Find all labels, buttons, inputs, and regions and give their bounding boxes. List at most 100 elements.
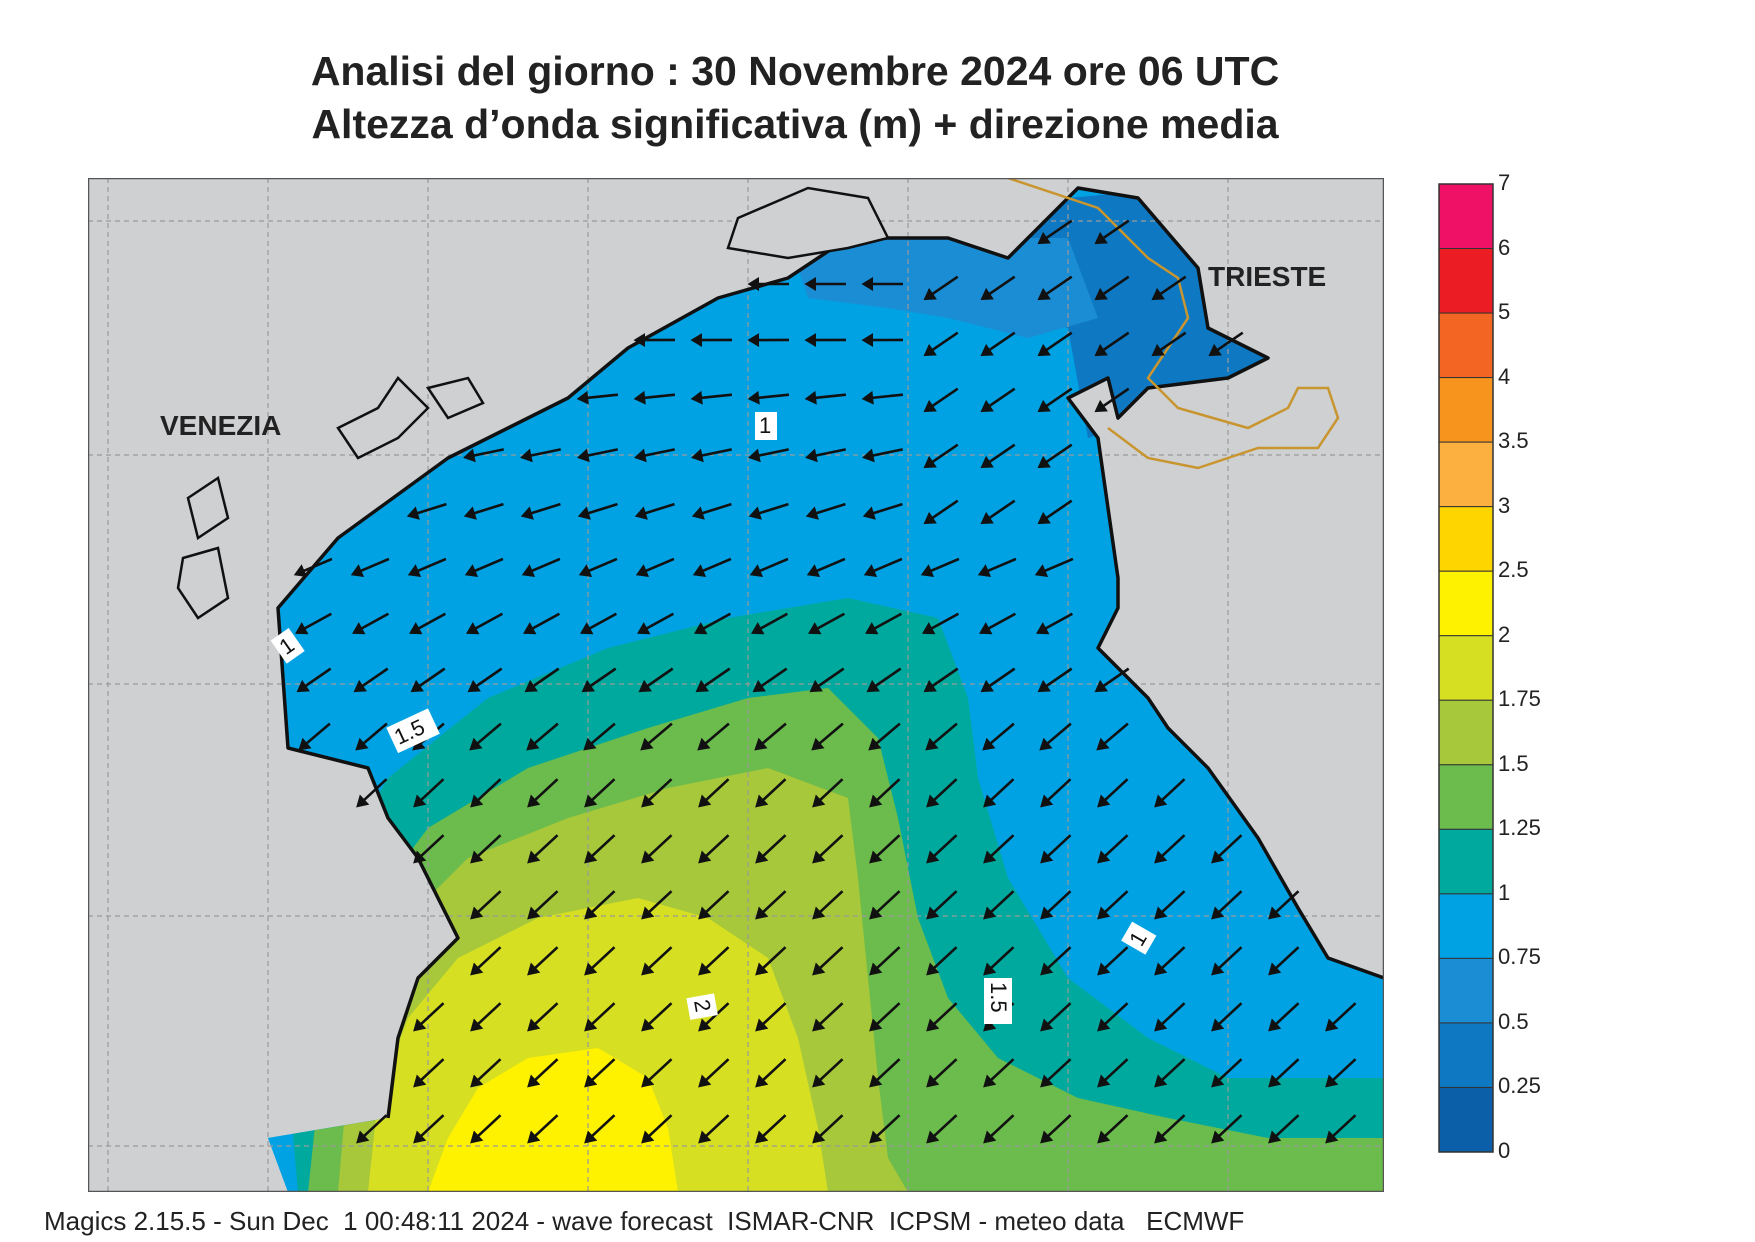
direction-arrow-head (980, 455, 994, 469)
mean-direction-arrows (293, 219, 1357, 1144)
direction-arrow-head (920, 564, 935, 578)
direction-arrow-head (698, 906, 712, 920)
direction-arrow-head (1040, 850, 1054, 864)
direction-arrow-head (811, 737, 825, 751)
direction-arrow-head (980, 679, 994, 693)
direction-arrow-head (1151, 343, 1165, 357)
direction-arrow-head (1094, 287, 1108, 301)
direction-arrow-head (983, 962, 997, 976)
legend-level-label: 1.25 (1498, 815, 1541, 841)
direction-arrow-head (1094, 679, 1108, 693)
direction-arrow-head (698, 962, 712, 976)
direction-arrow-head (1097, 1074, 1111, 1088)
direction-arrow-head (1154, 1074, 1168, 1088)
direction-arrow-head (691, 448, 704, 463)
direction-arrow-head (1211, 962, 1225, 976)
direction-arrow-head (861, 390, 874, 405)
direction-arrow-head (692, 564, 707, 578)
legend-colour-band (1438, 635, 1494, 701)
legend-colour-band (1438, 312, 1494, 379)
direction-arrow-head (812, 1018, 826, 1032)
direction-arrow-head (1097, 962, 1111, 976)
direction-arrow-head (923, 287, 937, 301)
direction-arrow-head (641, 1074, 655, 1088)
direction-arrow-head (470, 962, 484, 976)
direction-arrow-head (1268, 1018, 1282, 1032)
direction-arrow-head (869, 794, 883, 808)
direction-arrow-head (926, 906, 940, 920)
direction-arrow-head (1154, 1018, 1168, 1032)
direction-arrow-head (584, 906, 598, 920)
legend-level-label: 1 (1498, 879, 1511, 905)
direction-arrow-head (1094, 343, 1108, 357)
wave-height-map: VENEZIA TRIESTE 1 1 1.5 1 2 (88, 178, 1384, 1192)
direction-arrow-head (1268, 1130, 1282, 1144)
contour-label: 1 (759, 413, 771, 438)
direction-arrow-head (923, 511, 937, 525)
direction-arrow-head (698, 794, 712, 808)
direction-arrow-head (923, 455, 937, 469)
legend-colour-band (1438, 441, 1494, 508)
direction-arrow-head (869, 850, 883, 864)
direction-arrow-head (869, 1018, 883, 1032)
direction-arrow-head (812, 1074, 826, 1088)
direction-arrow-head (584, 850, 598, 864)
direction-arrow-head (640, 737, 654, 751)
direction-arrow-head (983, 850, 997, 864)
direction-arrow-head (866, 679, 880, 693)
direction-arrow-head (634, 506, 648, 520)
legend-colour-band (1438, 893, 1494, 959)
legend-colour-band (1438, 377, 1494, 443)
direction-arrow-head (749, 564, 764, 578)
place-label-venezia: VENEZIA (160, 410, 281, 441)
direction-arrow-head (809, 679, 823, 693)
direction-arrow-head (527, 794, 541, 808)
direction-arrow-head (923, 399, 937, 413)
direction-arrow-head (464, 564, 479, 578)
direction-arrow-head (1094, 399, 1108, 413)
direction-arrow-head (353, 679, 367, 693)
direction-arrow-head (520, 448, 533, 463)
national-border (1007, 178, 1340, 470)
direction-arrow-head (350, 564, 365, 578)
contour-label: 2 (689, 997, 716, 1013)
direction-arrow-head (805, 448, 818, 463)
direction-arrow-head (804, 333, 817, 347)
direction-arrow-head (923, 343, 937, 357)
direction-arrow-head (1040, 1074, 1054, 1088)
direction-arrow-head (352, 622, 366, 635)
map-title: Analisi del giorno : 30 Novembre 2024 or… (310, 48, 1280, 94)
direction-arrow-head (983, 906, 997, 920)
direction-arrow-head (293, 564, 308, 578)
direction-arrow-head (982, 737, 996, 751)
direction-arrow-head (470, 906, 484, 920)
direction-arrow-head (410, 679, 424, 693)
direction-arrow-head (470, 1074, 484, 1088)
direction-arrow-head (1040, 1018, 1054, 1032)
direction-arrow-head (926, 1074, 940, 1088)
direction-arrow-head (747, 277, 760, 291)
direction-arrow-head (527, 962, 541, 976)
direction-arrow-head (865, 622, 879, 635)
direction-arrow-head (1037, 399, 1051, 413)
direction-arrow-head (979, 622, 993, 635)
direction-arrow-head (925, 737, 939, 751)
direction-arrow-head (296, 679, 310, 693)
legend-colour-band (1438, 764, 1494, 830)
colour-scale-legend (1438, 183, 1494, 1153)
direction-arrow-head (1211, 1018, 1225, 1032)
contour-label: 1.5 (986, 982, 1011, 1013)
direction-arrow-head (295, 622, 309, 635)
legend-level-label: 4 (1498, 363, 1511, 389)
direction-arrow-head (754, 737, 768, 751)
direction-arrow-head (584, 1018, 598, 1032)
direction-arrow-head (983, 1074, 997, 1088)
direction-arrow-head (580, 622, 594, 635)
direction-arrow-head (641, 906, 655, 920)
direction-arrow-head (470, 794, 484, 808)
direction-arrow-head (926, 794, 940, 808)
direction-arrow-head (926, 850, 940, 864)
direction-arrow-head (466, 622, 480, 635)
legend-level-label: 2.5 (1498, 557, 1529, 583)
direction-arrow-head (1325, 1130, 1339, 1144)
